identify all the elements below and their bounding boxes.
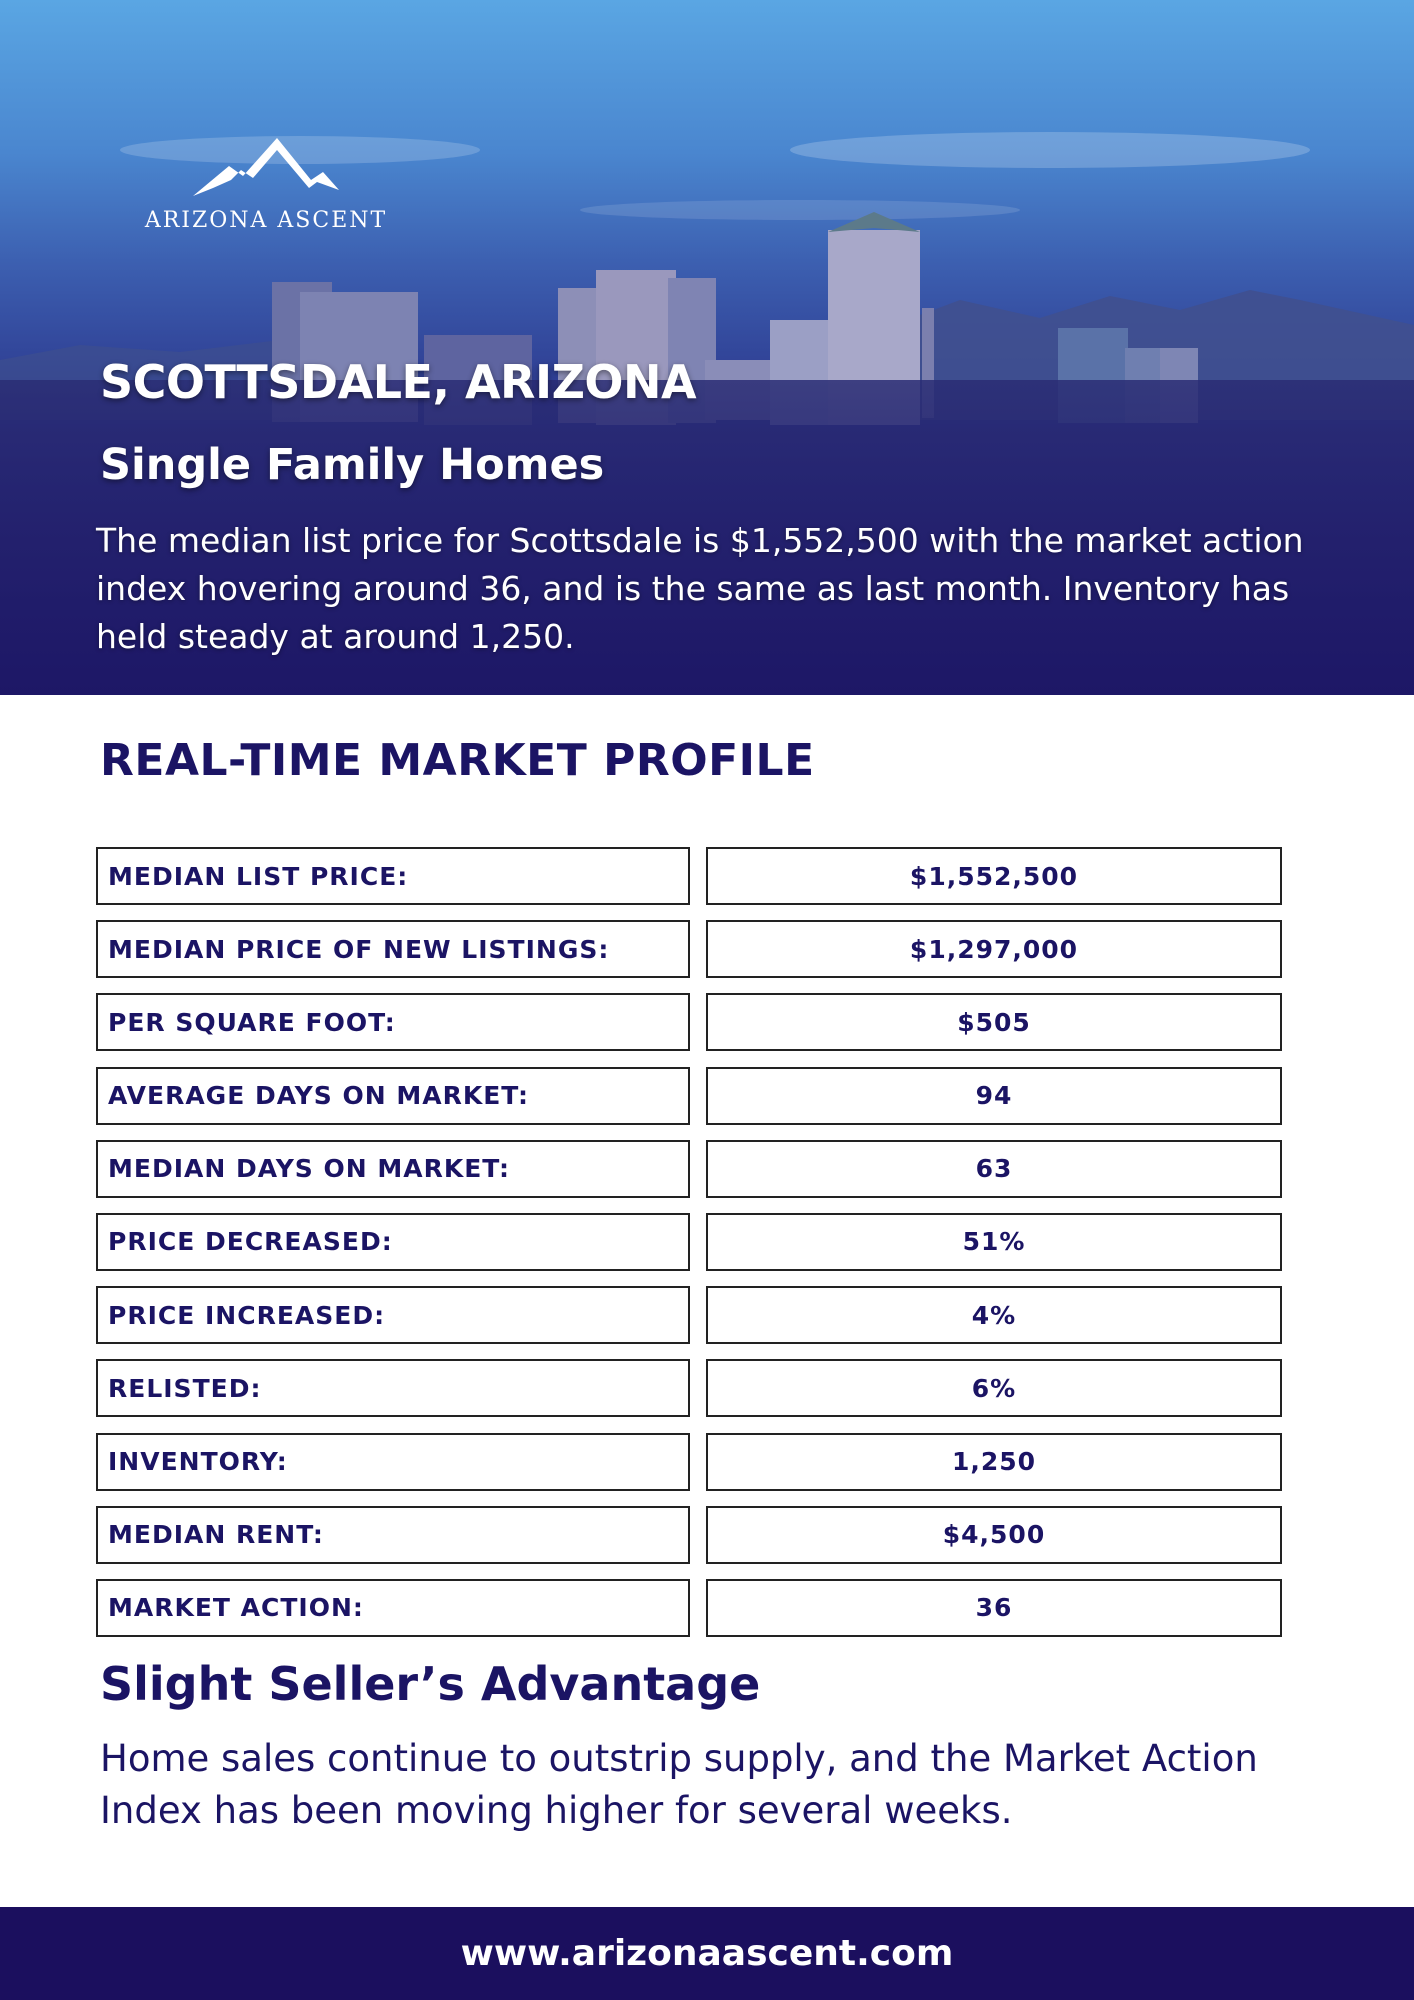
stat-row-per-square-foot: PER SQUARE FOOT: $505 — [96, 993, 1282, 1052]
stat-label: RELISTED: — [96, 1359, 690, 1418]
stat-value: 94 — [706, 1066, 1282, 1125]
stat-row-average-days-on-market: AVERAGE DAYS ON MARKET: 94 — [96, 1066, 1282, 1125]
city-title: SCOTTSDALE, ARIZONA — [100, 355, 697, 409]
footer: www.arizonaascent.com — [0, 1907, 1414, 2000]
stat-row-median-rent: MEDIAN RENT: $4,500 — [96, 1505, 1282, 1564]
stat-value: $1,297,000 — [706, 920, 1282, 979]
stat-label: PRICE DECREASED: — [96, 1212, 690, 1271]
stat-value: 1,250 — [706, 1432, 1282, 1491]
stat-label: MEDIAN LIST PRICE: — [96, 847, 690, 905]
stat-row-median-list-price: MEDIAN LIST PRICE: $1,552,500 — [96, 847, 1282, 905]
stat-row-price-decreased: PRICE DECREASED: 51% — [96, 1212, 1282, 1271]
stat-value: $4,500 — [706, 1505, 1282, 1564]
stat-row-relisted: RELISTED: 6% — [96, 1359, 1282, 1418]
website-link[interactable]: www.arizonaascent.com — [460, 1933, 954, 1974]
stat-value: $1,552,500 — [706, 847, 1282, 905]
stat-value: 63 — [706, 1139, 1282, 1198]
market-profile-table: MEDIAN LIST PRICE: $1,552,500 MEDIAN PRI… — [96, 847, 1282, 1652]
stat-label: AVERAGE DAYS ON MARKET: — [96, 1066, 690, 1125]
logo-name: ARIZONA ASCENT — [144, 208, 388, 233]
stat-row-inventory: INVENTORY: 1,250 — [96, 1432, 1282, 1491]
skyline-illustration — [0, 132, 1414, 695]
stat-label: PER SQUARE FOOT: — [96, 993, 690, 1052]
stat-row-median-price-new-listings: MEDIAN PRICE OF NEW LISTINGS: $1,297,000 — [96, 920, 1282, 979]
stat-label: MEDIAN PRICE OF NEW LISTINGS: — [96, 920, 690, 979]
stat-value: $505 — [706, 993, 1282, 1052]
property-type-subtitle: Single Family Homes — [100, 440, 605, 490]
stat-value: 36 — [706, 1578, 1282, 1637]
logo: ARIZONA ASCENT — [138, 136, 394, 233]
stat-value: 4% — [706, 1286, 1282, 1345]
stat-label: INVENTORY: — [96, 1432, 690, 1491]
market-profile-title: REAL-TIME MARKET PROFILE — [100, 735, 815, 786]
market-summary: The median list price for Scottsdale is … — [96, 521, 1304, 656]
market-condition-title: Slight Seller’s Advantage — [100, 1657, 761, 1711]
stat-label: MARKET ACTION: — [96, 1578, 690, 1637]
stat-row-market-action: MARKET ACTION: 36 — [96, 1578, 1282, 1637]
market-condition-text: Home sales continue to outstrip supply, … — [100, 1737, 1258, 1832]
stat-label: PRICE INCREASED: — [96, 1286, 690, 1345]
stat-label: MEDIAN DAYS ON MARKET: — [96, 1139, 690, 1198]
hero-banner: ARIZONA ASCENT SCOTTSDALE, ARIZONA Singl… — [0, 0, 1414, 695]
stat-value: 6% — [706, 1359, 1282, 1418]
stat-row-price-increased: PRICE INCREASED: 4% — [96, 1286, 1282, 1345]
stat-label: MEDIAN RENT: — [96, 1505, 690, 1564]
stat-row-median-days-on-market: MEDIAN DAYS ON MARKET: 63 — [96, 1139, 1282, 1198]
mountain-logo-icon — [193, 138, 339, 196]
stat-value: 51% — [706, 1212, 1282, 1271]
